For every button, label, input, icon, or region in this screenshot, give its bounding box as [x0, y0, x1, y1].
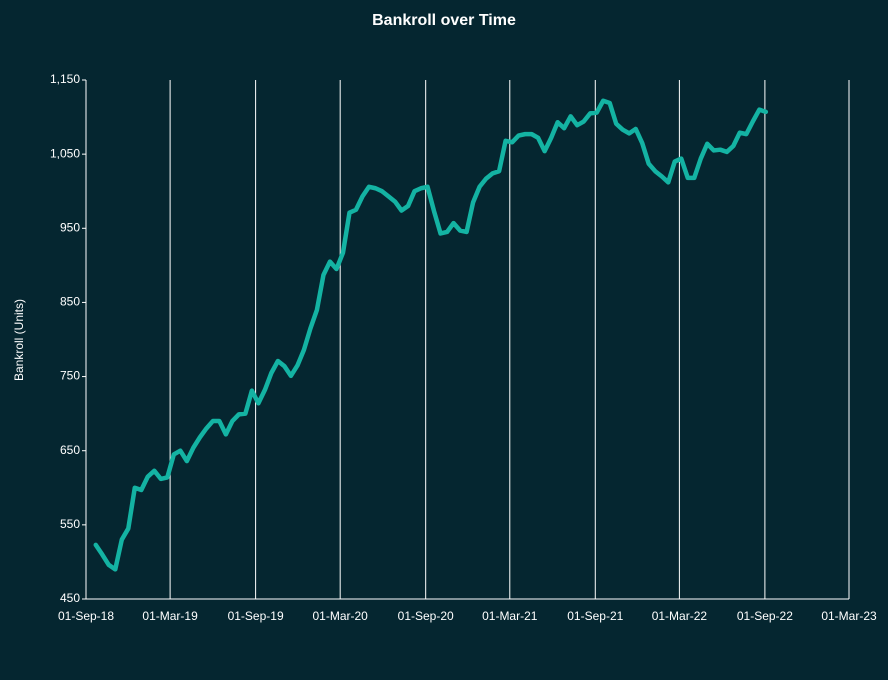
x-tick-label: 01-Sep-18 [58, 609, 114, 623]
x-tick-label: 01-Sep-19 [228, 609, 284, 623]
x-tick-label: 01-Sep-21 [567, 609, 623, 623]
y-tick-label: 750 [60, 369, 80, 383]
y-tick-label: 450 [60, 591, 80, 605]
y-tick-label: 650 [60, 443, 80, 457]
x-tick-label: 01-Mar-19 [142, 609, 198, 623]
y-tick-label: 950 [60, 220, 80, 234]
x-tick-label: 01-Mar-21 [482, 609, 538, 623]
y-tick-label: 1,050 [50, 146, 80, 160]
x-tick-label: 01-Mar-20 [312, 609, 368, 623]
y-axis-label: Bankroll (Units) [12, 299, 26, 381]
y-tick-label: 550 [60, 517, 80, 531]
x-tick-label: 01-Mar-22 [652, 609, 708, 623]
line-series [93, 98, 769, 572]
y-tick-label: 1,150 [50, 72, 80, 86]
y-tick-label: 850 [60, 295, 80, 309]
chart-title: Bankroll over Time [372, 12, 516, 29]
x-tick-label: 01-Sep-20 [398, 609, 454, 623]
x-tick-label: 01-Sep-22 [737, 609, 793, 623]
x-tick-label: 01-Mar-23 [821, 609, 877, 623]
